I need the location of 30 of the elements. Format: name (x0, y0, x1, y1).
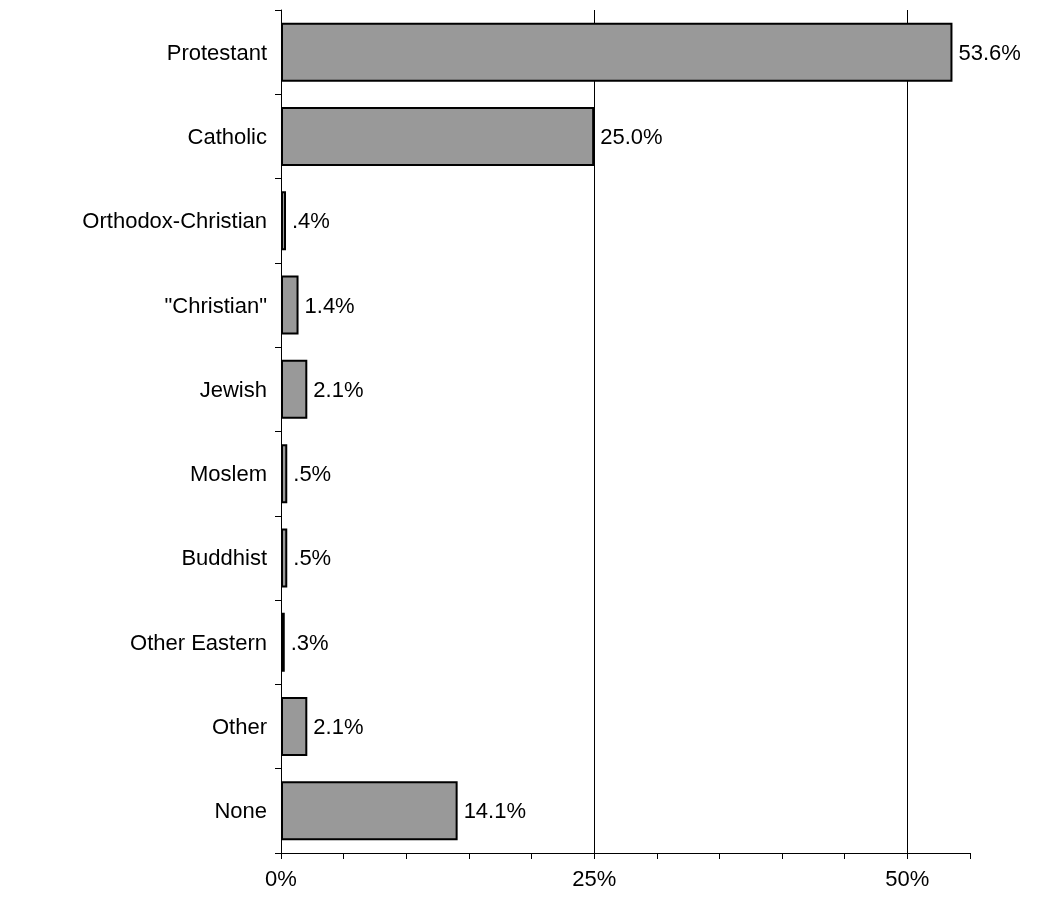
data-label: 2.1% (313, 714, 364, 740)
y-tick-label: Catholic (187, 123, 267, 149)
data-label: 25.0% (600, 123, 663, 149)
y-tick-label: None (214, 798, 267, 824)
data-label: 14.1% (463, 798, 527, 824)
data-label: 2.1% (313, 376, 364, 402)
data-label: .3% (290, 629, 329, 655)
y-tick-label: Jewish (199, 376, 267, 402)
data-label: 53.6% (958, 39, 1021, 65)
x-tick-label: 0% (265, 865, 297, 891)
bar (281, 528, 288, 588)
x-tick-label: 25% (572, 865, 617, 891)
y-tick-label: Orthodox-Christian (82, 208, 267, 234)
y-tick-label: "Christian" (164, 292, 267, 318)
data-label: .4% (292, 208, 330, 234)
bar (281, 697, 308, 757)
y-tick-label: Other (211, 714, 267, 740)
bar (281, 191, 287, 251)
y-tick-label: Other Eastern (130, 629, 267, 655)
bar (281, 444, 288, 504)
data-label: 1.4% (304, 292, 355, 318)
data-label: .5% (293, 545, 332, 571)
bar (281, 359, 308, 419)
bar (281, 781, 458, 841)
bar (281, 275, 299, 335)
y-tick-label: Buddhist (181, 545, 267, 571)
x-tick-label: 50% (885, 865, 930, 891)
data-label: .5% (293, 461, 332, 487)
y-tick-label: Protestant (166, 39, 267, 65)
y-tick-label: Moslem (189, 461, 267, 487)
